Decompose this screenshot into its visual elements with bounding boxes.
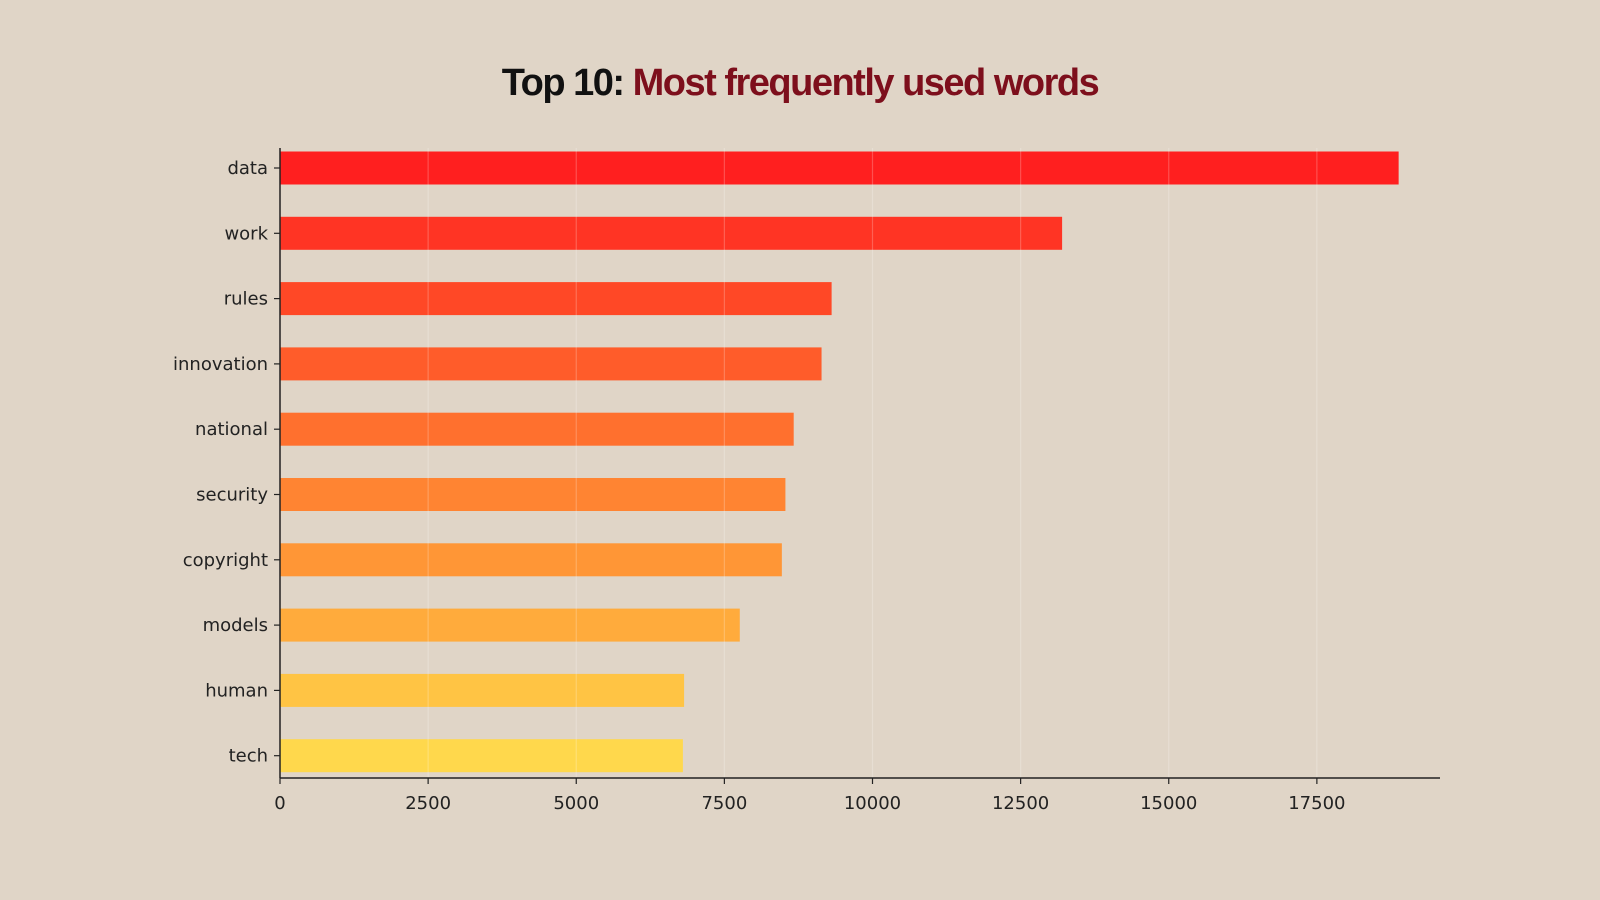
y-tick-label-innovation: innovation <box>173 354 268 375</box>
y-tick-label-tech: tech <box>229 746 268 767</box>
y-tick-label-models: models <box>203 615 268 636</box>
x-tick-label-12500: 12500 <box>992 793 1049 814</box>
y-tick-label-copyright: copyright <box>183 550 268 571</box>
x-tick-label-0: 0 <box>274 793 285 814</box>
y-tick-label-national: national <box>195 419 268 440</box>
bar-work <box>280 216 1063 250</box>
x-tick-label-10000: 10000 <box>844 793 901 814</box>
bar-rules <box>280 282 832 316</box>
bar-security <box>280 478 786 511</box>
bar-innovation <box>280 347 822 381</box>
y-tick-label-security: security <box>196 485 268 506</box>
x-tick-label-15000: 15000 <box>1140 793 1197 814</box>
x-tick-label-5000: 5000 <box>553 793 599 814</box>
bar-data <box>280 151 1399 185</box>
chart-title-main: Most frequently used words <box>632 62 1100 104</box>
chart-title: Top 10: Most frequently used words <box>0 62 1600 105</box>
bar-human <box>280 673 685 707</box>
chart-title-prefix: Top 10: <box>501 62 625 104</box>
x-tick-label-7500: 7500 <box>701 793 747 814</box>
y-tick-label-human: human <box>205 680 268 701</box>
y-tick-label-data: data <box>227 158 268 179</box>
y-tick-label-rules: rules <box>224 289 268 310</box>
y-tick-label-work: work <box>224 223 268 244</box>
x-tick-label-17500: 17500 <box>1288 793 1345 814</box>
x-tick-label-2500: 2500 <box>405 793 451 814</box>
bar-copyright <box>280 543 782 577</box>
bar-models <box>280 608 740 642</box>
bar-national <box>280 412 794 446</box>
bar-tech <box>280 739 683 773</box>
